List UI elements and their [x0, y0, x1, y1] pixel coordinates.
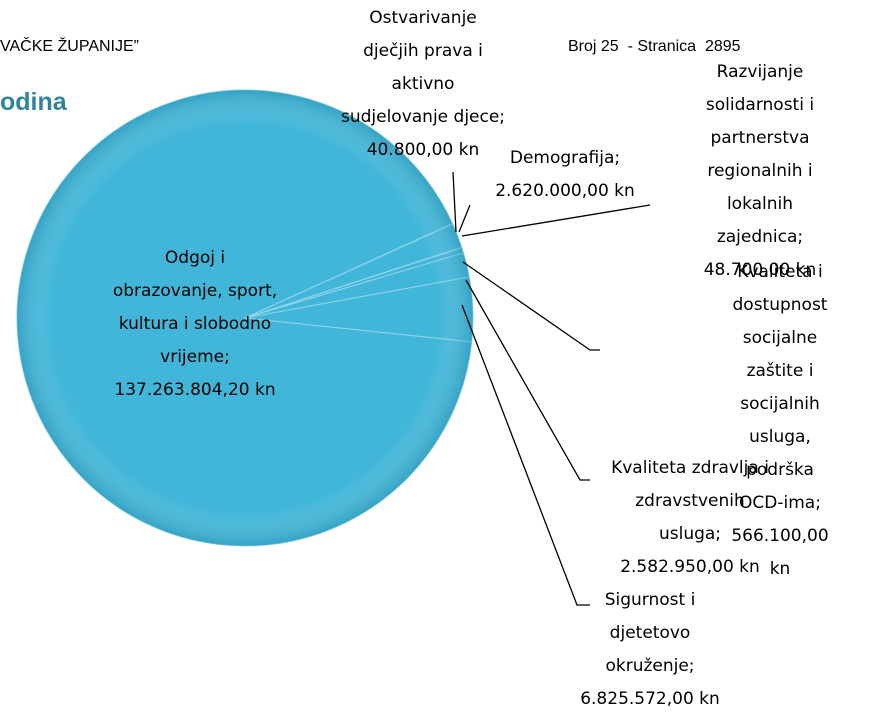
data-label: Kvaliteta i dostupnost socijalne zaštite…: [728, 256, 833, 586]
leader-line: [461, 204, 651, 237]
data-label: Razvijanje solidarnosti i partnerstva re…: [698, 56, 823, 287]
value-label: 6.825.572,00 kn: [580, 689, 720, 709]
category-label: Ostvarivanje dječjih prava i aktivno sud…: [340, 8, 506, 127]
leader-line: [458, 204, 471, 233]
header-right: Broj 25 - Stranica 2895: [568, 38, 741, 55]
value-label: 2.582.950,00 kn: [620, 557, 760, 577]
leader-line: [462, 261, 600, 351]
category-label: Odgoj i obrazovanje, sport, kultura i sl…: [112, 248, 278, 367]
category-label: Demografija;: [509, 148, 621, 168]
category-label: Kvaliteta zdravlja i zdravstvenih usluga…: [611, 458, 769, 544]
data-label: Ostvarivanje dječjih prava i aktivno sud…: [341, 2, 505, 167]
data-label: Kvaliteta zdravlja i zdravstvenih usluga…: [611, 452, 769, 584]
value-label: 566.100,00 kn: [731, 526, 829, 579]
category-label: Sigurnost i djetetovo okruženje;: [604, 590, 696, 676]
value-label: 2.620.000,00 kn: [495, 181, 635, 201]
leader-line: [465, 279, 590, 481]
category-label: Kvaliteta i dostupnost socijalne zaštite…: [732, 262, 828, 513]
category-label: Razvijanje solidarnosti i partnerstva re…: [705, 62, 815, 247]
data-label: Odgoj i obrazovanje, sport, kultura i sl…: [113, 242, 277, 407]
value-label: 40.800,00 kn: [366, 140, 480, 160]
value-label: 137.263.804,20 kn: [114, 380, 276, 400]
leader-line: [452, 171, 457, 233]
header-left: VAČKE ŽUPANIJE”: [0, 38, 139, 55]
data-label: Demografija; 2.620.000,00 kn: [495, 142, 635, 208]
leader-line: [461, 304, 590, 606]
data-label: Sigurnost i djetetovo okruženje; 6.825.57…: [580, 584, 720, 716]
value-label: 48.700,00 kn: [703, 260, 817, 280]
